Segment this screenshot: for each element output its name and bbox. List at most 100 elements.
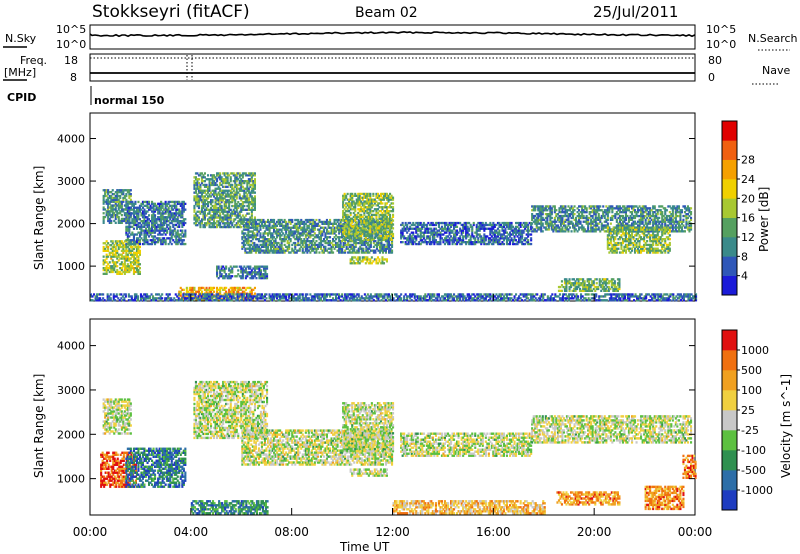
nsky-tick-bottom: 10^0 [56,38,86,51]
echo-cell [204,172,206,174]
echo-cell [371,235,373,237]
echo-cell [300,238,302,240]
echo-cell [139,271,141,273]
echo-cell [557,224,559,226]
echo-cell [184,209,186,211]
echo-cell [221,205,223,207]
echo-cell [172,232,174,234]
echo-cell [372,218,374,220]
echo-cell [207,203,209,205]
echo-cell [332,251,334,253]
echo-cell [230,216,232,218]
echo-cell [356,222,358,224]
echo-cell [388,235,390,237]
freq-tick-bottom: 8 [70,71,77,84]
echo-cell [254,216,256,218]
echo-cell [392,197,394,199]
echo-cell [227,176,229,178]
echo-cell [237,269,239,271]
echo-cell [110,220,112,222]
echo-cell [351,222,353,224]
echo-cell [254,293,256,295]
echo-cell [139,246,141,248]
echo-cell [228,203,230,205]
echo-cell [542,230,544,232]
echo-cell [127,263,129,265]
echo-cell [239,193,241,195]
echo-cell [162,205,164,207]
cpid-value: normal 150 [94,94,165,107]
echo-cell [503,243,505,245]
echo-cell [134,201,136,203]
echo-cell [204,216,206,218]
echo-cell [260,269,262,271]
echo-cell [360,222,362,224]
echo-cell [392,206,394,208]
echo-cell [574,209,576,211]
echo-cell [251,216,253,218]
echo-cell [445,232,447,234]
echo-cell [231,184,233,186]
nsearch-label: N.Search [748,32,798,45]
echo-cell [198,216,200,218]
echo-cell [171,243,173,245]
echo-cell [147,239,149,241]
echo-cell [236,266,238,268]
echo-cell [254,178,256,180]
echo-cell [290,240,292,242]
nave-label: Nave [762,64,790,77]
echo-cell [139,252,141,254]
echo-cell [242,176,244,178]
echo-cell [473,222,475,224]
echo-cell [130,189,132,191]
echo-cell [198,203,200,205]
echo-cell [225,273,227,275]
echo-cell [266,266,268,268]
echo-cell [115,206,117,208]
echo-cell [112,189,114,191]
nsearch-tick-bottom: 10^0 [706,38,736,51]
echo-cell [154,203,156,205]
echo-cell [195,190,197,192]
echo-cell [392,208,394,210]
echo-cell [324,246,326,248]
echo-cell [383,222,385,224]
nave-tick-top: 80 [708,54,722,67]
echo-cell [555,209,557,211]
echo-cell [471,232,473,234]
echo-cell [392,202,394,204]
nave-tick-bottom: 0 [708,71,715,84]
nsky-panel: N.Sky 10^5 10^0 10^5 10^0 N.Search [3,23,798,51]
echo-cell [139,250,141,252]
echo-cell [284,240,286,242]
echo-cell [230,176,232,178]
echo-cell [198,178,200,180]
echo-cell [402,232,404,234]
echo-cell [386,258,388,260]
echo-cell [359,256,361,258]
echo-cell [530,237,532,239]
echo-cell [248,213,250,215]
echo-cell [369,258,371,260]
echo-cell [249,266,251,268]
echo-cell [291,219,293,221]
echo-cell [402,222,404,224]
echo-cell [315,240,317,242]
echo-cell [530,233,532,235]
echo-cell [174,228,176,230]
echo-cell [118,216,120,218]
echo-cell [554,205,556,207]
echo-cell [406,232,408,234]
echo-cell [462,232,464,234]
echo-cell [569,226,571,228]
echo-cell [276,225,278,227]
echo-cell [218,266,220,268]
echo-cell [551,213,553,215]
echo-cell [148,214,150,216]
echo-cell [213,287,215,289]
echo-cell [542,223,544,225]
echo-cell [237,273,239,275]
echo-cell [542,213,544,215]
echo-cell [303,225,305,227]
echo-cell [571,230,573,232]
